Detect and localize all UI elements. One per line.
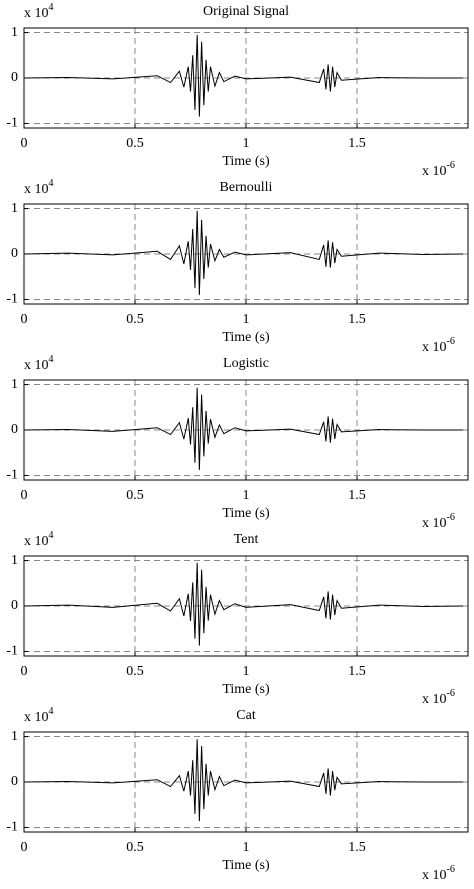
y-multiplier-base: x 10 bbox=[24, 534, 49, 549]
x-axis-label: Time (s) bbox=[222, 330, 270, 345]
x-multiplier-base: x 10 bbox=[422, 164, 447, 179]
x-tick-label: 1 bbox=[243, 664, 250, 679]
y-multiplier-exponent: 4 bbox=[49, 2, 54, 13]
chart-title: Logistic bbox=[223, 356, 269, 371]
x-tick-label: 1.5 bbox=[348, 664, 366, 679]
chart-title: Bernoulli bbox=[220, 180, 273, 195]
y-tick-label: -1 bbox=[6, 820, 18, 835]
x-multiplier: x 10-6 bbox=[422, 512, 455, 531]
y-tick-label: -1 bbox=[6, 468, 18, 483]
x-multiplier-base: x 10 bbox=[422, 516, 447, 531]
y-tick-label: 1 bbox=[11, 377, 18, 392]
x-multiplier-base: x 10 bbox=[422, 692, 447, 707]
y-tick-label: 1 bbox=[11, 25, 18, 40]
x-tick-label: 0.5 bbox=[126, 840, 144, 855]
x-tick-label: 1 bbox=[243, 312, 250, 327]
y-tick-label: 1 bbox=[11, 729, 18, 744]
x-multiplier-exponent: -6 bbox=[447, 336, 455, 347]
y-multiplier-exponent: 4 bbox=[49, 530, 54, 541]
x-tick-label: 1.5 bbox=[348, 840, 366, 855]
y-tick-label: 0 bbox=[11, 422, 18, 437]
x-tick-label: 1 bbox=[243, 136, 250, 151]
x-multiplier-base: x 10 bbox=[422, 340, 447, 355]
x-tick-label: 0.5 bbox=[126, 664, 144, 679]
signal-line bbox=[23, 210, 464, 295]
y-multiplier-exponent: 4 bbox=[49, 354, 54, 365]
y-multiplier: x 104 bbox=[24, 178, 54, 197]
x-tick-label: 0.5 bbox=[126, 312, 144, 327]
x-multiplier-exponent: -6 bbox=[447, 160, 455, 171]
axes-box bbox=[23, 555, 469, 657]
y-multiplier: x 104 bbox=[24, 2, 54, 21]
signal-line bbox=[23, 34, 464, 117]
x-multiplier: x 10-6 bbox=[422, 160, 455, 179]
signal-line bbox=[23, 387, 464, 471]
signal-line bbox=[23, 562, 464, 646]
x-tick-label: 0.5 bbox=[126, 488, 144, 503]
chart-title: Original Signal bbox=[203, 4, 289, 19]
chart-title: Tent bbox=[234, 532, 259, 547]
x-tick-label: 0 bbox=[21, 664, 28, 679]
x-tick-label: 0 bbox=[21, 312, 28, 327]
axes-box bbox=[23, 379, 469, 481]
x-tick-label: 1.5 bbox=[348, 488, 366, 503]
y-tick-label: 0 bbox=[11, 774, 18, 789]
axes-box bbox=[23, 27, 469, 129]
x-tick-label: 0 bbox=[21, 136, 28, 151]
y-multiplier-base: x 10 bbox=[24, 182, 49, 197]
x-axis-label: Time (s) bbox=[222, 506, 270, 521]
x-multiplier: x 10-6 bbox=[422, 336, 455, 355]
y-multiplier-base: x 10 bbox=[24, 358, 49, 373]
x-tick-label: 0 bbox=[21, 840, 28, 855]
y-multiplier: x 104 bbox=[24, 530, 54, 549]
axes-box bbox=[23, 203, 469, 305]
y-multiplier: x 104 bbox=[24, 354, 54, 373]
x-multiplier-exponent: -6 bbox=[447, 688, 455, 699]
y-tick-label: 1 bbox=[11, 553, 18, 568]
y-tick-label: 0 bbox=[11, 598, 18, 613]
x-axis-label: Time (s) bbox=[222, 858, 270, 873]
y-tick-label: 0 bbox=[11, 70, 18, 85]
y-multiplier-base: x 10 bbox=[24, 6, 49, 21]
x-multiplier: x 10-6 bbox=[422, 688, 455, 707]
chart-title: Cat bbox=[236, 708, 256, 723]
y-multiplier-base: x 10 bbox=[24, 710, 49, 725]
signal-line bbox=[23, 739, 464, 822]
y-tick-label: -1 bbox=[6, 292, 18, 307]
y-multiplier: x 104 bbox=[24, 706, 54, 725]
x-tick-label: 1 bbox=[243, 840, 250, 855]
y-tick-label: 1 bbox=[11, 201, 18, 216]
axes-box bbox=[23, 731, 469, 833]
x-multiplier-exponent: -6 bbox=[447, 864, 455, 875]
y-tick-label: -1 bbox=[6, 644, 18, 659]
y-tick-label: 0 bbox=[11, 246, 18, 261]
y-multiplier-exponent: 4 bbox=[49, 706, 54, 717]
x-multiplier-base: x 10 bbox=[422, 868, 447, 883]
x-tick-label: 1.5 bbox=[348, 312, 366, 327]
x-tick-label: 1 bbox=[243, 488, 250, 503]
y-multiplier-exponent: 4 bbox=[49, 178, 54, 189]
x-tick-label: 0.5 bbox=[126, 136, 144, 151]
x-multiplier-exponent: -6 bbox=[447, 512, 455, 523]
y-tick-label: -1 bbox=[6, 116, 18, 131]
x-axis-label: Time (s) bbox=[222, 154, 270, 169]
x-tick-label: 0 bbox=[21, 488, 28, 503]
x-tick-label: 1.5 bbox=[348, 136, 366, 151]
x-axis-label: Time (s) bbox=[222, 682, 270, 697]
x-multiplier: x 10-6 bbox=[422, 864, 455, 883]
